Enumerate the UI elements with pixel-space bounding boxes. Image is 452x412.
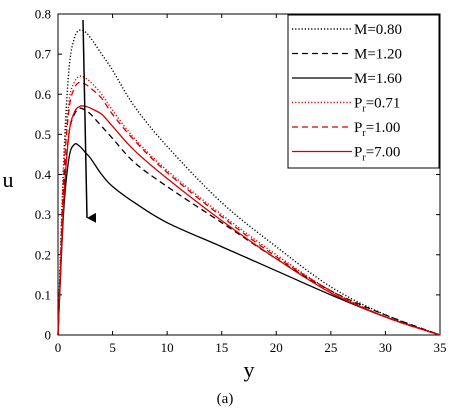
x-tick-label: 15 [215,340,228,355]
x-tick-label: 30 [379,340,392,355]
legend-box [287,14,440,169]
y-tick-label: 0.4 [35,167,52,182]
x-tick-label: 20 [270,340,283,355]
x-tick-label: 0 [55,340,62,355]
y-tick-label: 0.5 [35,127,51,142]
y-tick-label: 0.1 [35,287,51,302]
legend-label: Pr=1.00 [354,120,400,139]
series-line-5 [57,105,441,336]
legend-label: M=1.20 [354,47,402,63]
legend-label: Pr=0.71 [354,96,400,115]
series-line-2 [57,143,441,336]
series-line-4 [57,81,441,336]
x-tick-label: 5 [109,340,116,355]
y-tick-label: 0.7 [35,47,52,62]
y-tick-label: 0.6 [35,87,52,102]
x-axis-title: y [244,357,255,382]
y-tick-label: 0.8 [35,7,51,22]
figure-caption: (a) [217,391,234,407]
legend: M=0.80 M=1.20 M=1.60 Pr=0.71 Pr=1.00 Pr=7.00 [287,14,440,169]
ticks-group: 0 5 10 15 20 25 30 35 0 0.1 0.2 0.3 0.4 0.5 0.6 0.7 0.8 [35,7,447,356]
curves-group [57,29,441,336]
series-line-0 [57,29,441,336]
x-tick-label: 10 [161,340,174,355]
y-axis-title: u [3,167,14,192]
y-tick-label: 0 [45,328,52,343]
y-tick-label: 0.2 [35,247,51,262]
legend-label: M=1.60 [354,71,402,87]
trend-arrow [82,19,97,223]
x-tick-label: 35 [434,340,447,355]
x-tick-label: 25 [324,340,337,355]
legend-label: M=0.80 [354,22,402,38]
legend-label: Pr=7.00 [354,145,400,164]
y-tick-label: 0.3 [35,207,51,222]
